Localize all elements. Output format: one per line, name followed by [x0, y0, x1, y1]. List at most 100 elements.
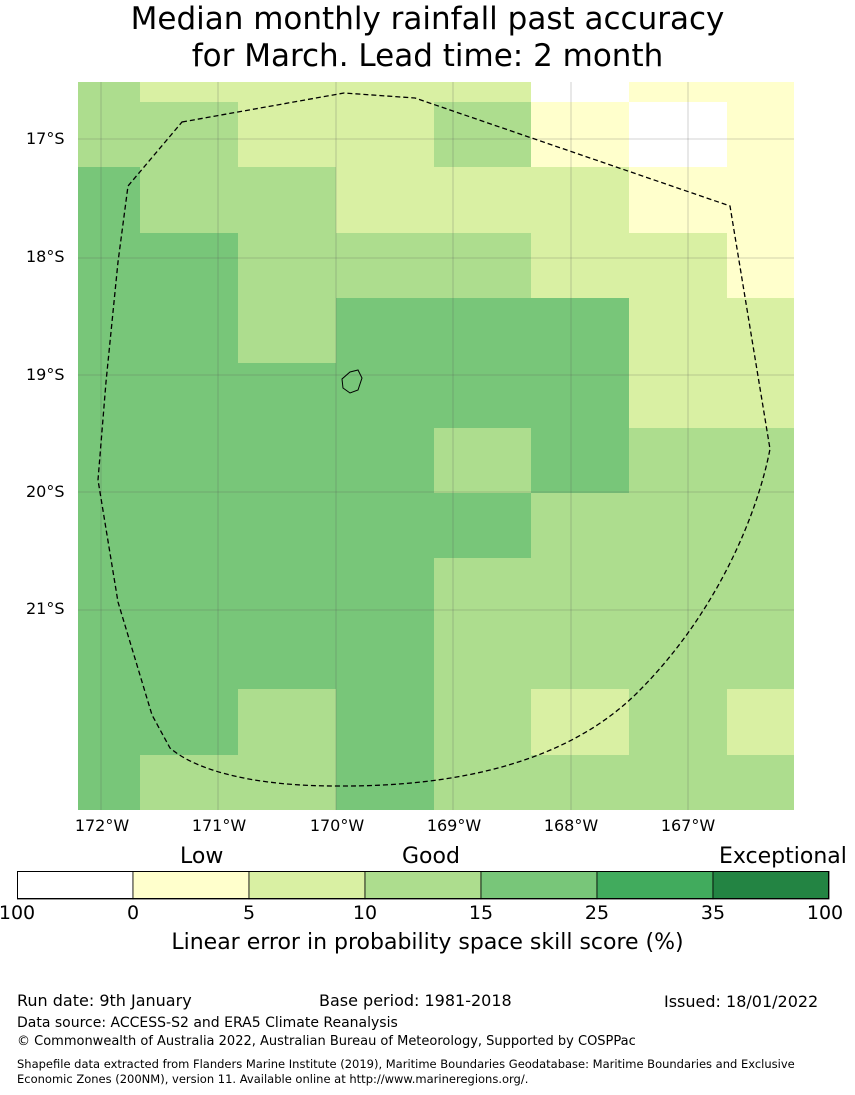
colorbar-segment	[480, 871, 598, 900]
skill-cell	[434, 689, 531, 755]
run-date: Run date: 9th January	[17, 991, 192, 1010]
niue-island-outline	[341, 369, 363, 394]
skill-cell	[140, 689, 238, 755]
skill-cell	[531, 428, 629, 493]
skill-cell	[629, 298, 727, 363]
skill-cell	[727, 624, 794, 689]
skill-cell	[238, 82, 336, 102]
skill-cell	[238, 428, 336, 493]
skill-cell	[531, 689, 629, 755]
category-good: Good	[402, 844, 460, 869]
lat-label-20s: 20°S	[26, 482, 65, 501]
skill-cell	[629, 428, 727, 493]
skill-cell	[531, 298, 629, 363]
skill-cell	[727, 167, 794, 233]
lat-label-19s: 19°S	[26, 365, 65, 384]
skill-cell	[629, 167, 727, 233]
colorbar-segment	[596, 871, 714, 900]
graticule	[78, 82, 794, 810]
skill-cell	[336, 102, 434, 167]
skill-cell	[531, 755, 629, 810]
shapefile-credit-line2: Economic Zones (200NM), version 11. Avai…	[17, 1072, 529, 1086]
map-title-line2: for March. Lead time: 2 month	[191, 38, 664, 74]
skill-cell	[727, 233, 794, 298]
skill-cell	[140, 558, 238, 624]
skill-cell	[434, 755, 531, 810]
skill-cell	[78, 167, 140, 233]
skill-cell	[336, 493, 434, 558]
skill-cell	[238, 102, 336, 167]
data-source: Data source: ACCESS-S2 and ERA5 Climate …	[17, 1015, 398, 1031]
skill-cell	[531, 82, 629, 102]
skill-cell	[238, 363, 336, 428]
skill-grid	[78, 82, 794, 810]
skill-cell	[140, 233, 238, 298]
skill-cell	[140, 428, 238, 493]
lat-label-17s: 17°S	[26, 129, 65, 148]
skill-cell	[140, 624, 238, 689]
skill-cell	[238, 298, 336, 363]
lon-label-169w: 169°W	[426, 816, 482, 835]
skill-cell	[727, 102, 794, 167]
colorbar-label: Linear error in probability space skill …	[171, 930, 684, 955]
skill-cell	[238, 624, 336, 689]
skill-cell	[629, 689, 727, 755]
skill-cell	[78, 102, 140, 167]
skill-cell	[434, 493, 531, 558]
skill-cell	[78, 82, 140, 102]
skill-cell	[336, 689, 434, 755]
colorbar	[17, 871, 830, 900]
skill-cell	[336, 82, 434, 102]
colorbar-tick-25: 25	[584, 902, 610, 924]
skill-cell	[336, 167, 434, 233]
base-period: Base period: 1981-2018	[319, 991, 512, 1010]
skill-cell	[531, 102, 629, 167]
skill-cell	[434, 298, 531, 363]
colorbar-segment	[712, 871, 830, 900]
skill-cell	[727, 558, 794, 624]
skill-cell	[78, 428, 140, 493]
skill-cell	[140, 102, 238, 167]
skill-cell	[434, 82, 531, 102]
skill-cell	[238, 233, 336, 298]
skill-cell	[727, 755, 794, 810]
colorbar-segment	[17, 871, 134, 900]
skill-cell	[140, 363, 238, 428]
lon-label-167w: 167°W	[660, 816, 716, 835]
colorbar-tick-100-right: 100	[806, 902, 844, 924]
shapefile-credit-line1: Shapefile data extracted from Flanders M…	[17, 1057, 795, 1071]
skill-cell	[629, 102, 727, 167]
lon-label-168w: 168°W	[543, 816, 599, 835]
colorbar-segment	[364, 871, 482, 900]
copyright-notice: © Commonwealth of Australia 2022, Austra…	[17, 1034, 636, 1049]
colorbar-tick-100-left: 100	[0, 902, 36, 924]
skill-cell	[531, 233, 629, 298]
colorbar-segment	[132, 871, 250, 900]
colorbar-tick-10: 10	[352, 902, 378, 924]
map-title-line1: Median monthly rainfall past accuracy	[130, 1, 725, 37]
skill-cell	[629, 755, 727, 810]
colorbar-tick-5: 5	[242, 902, 256, 924]
skill-cell	[531, 167, 629, 233]
skill-cell	[434, 102, 531, 167]
skill-cell	[238, 689, 336, 755]
colorbar-tick-35: 35	[700, 902, 726, 924]
skill-cell	[434, 624, 531, 689]
lat-label-18s: 18°S	[26, 247, 65, 266]
issued-date: Issued: 18/01/2022	[664, 992, 819, 1011]
skill-cell	[727, 428, 794, 493]
skill-cell	[140, 493, 238, 558]
skill-cell	[434, 558, 531, 624]
eez-boundary	[97, 92, 771, 787]
skill-cell	[238, 167, 336, 233]
skill-cell	[336, 298, 434, 363]
skill-cell	[78, 298, 140, 363]
skill-cell	[531, 363, 629, 428]
skill-cell	[140, 82, 238, 102]
skill-cell	[727, 82, 794, 102]
skill-cell	[629, 493, 727, 558]
colorbar-tick-15: 15	[468, 902, 494, 924]
skill-cell	[78, 624, 140, 689]
category-low: Low	[180, 844, 224, 869]
skill-cell	[629, 82, 727, 102]
